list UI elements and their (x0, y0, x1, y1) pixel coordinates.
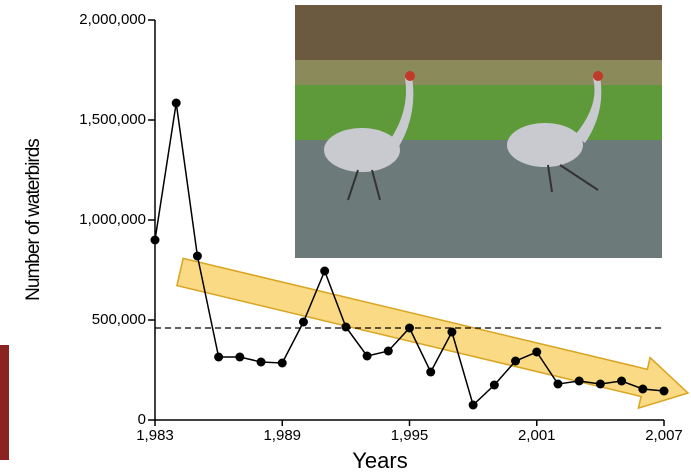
data-point (235, 353, 244, 362)
data-point (596, 380, 605, 389)
data-point (151, 236, 160, 245)
data-point (532, 348, 541, 357)
chart: Years Number of waterbirds 0 500,000 1,000… (0, 0, 691, 474)
data-point (320, 267, 329, 276)
data-point (172, 99, 181, 108)
data-point (426, 368, 435, 377)
data-point (638, 385, 647, 394)
data-point (660, 387, 669, 396)
data-point (405, 324, 414, 333)
data-point (384, 347, 393, 356)
data-point (447, 328, 456, 337)
data-point (553, 380, 562, 389)
x-axis-label: Years (352, 448, 407, 473)
x-tick-label: 2,007 (645, 427, 683, 444)
trend-arrow (177, 258, 688, 408)
y-tick-label: 1,500,000 (79, 111, 146, 128)
photo (295, 5, 662, 258)
data-point (363, 352, 372, 361)
y-tick-label: 0 (138, 411, 146, 428)
edge-bar (0, 345, 9, 460)
x-tick-label: 1,983 (136, 427, 174, 444)
x-tick-label: 1,989 (263, 427, 301, 444)
data-point (575, 377, 584, 386)
data-point (490, 381, 499, 390)
data-point (214, 353, 223, 362)
y-tick-label: 1,000,000 (79, 211, 146, 228)
data-point (469, 401, 478, 410)
data-point (257, 358, 266, 367)
x-tick-label: 2,001 (518, 427, 556, 444)
data-point (341, 323, 350, 332)
x-tick-label: 1,995 (391, 427, 429, 444)
y-axis-label: Number of waterbirds (23, 139, 44, 301)
y-tick-label: 500,000 (92, 311, 146, 328)
y-tick-label: 2,000,000 (79, 11, 146, 28)
data-point (193, 252, 202, 261)
data-point (511, 357, 520, 366)
data-point (617, 377, 626, 386)
data-point (278, 359, 287, 368)
data-point (299, 318, 308, 327)
